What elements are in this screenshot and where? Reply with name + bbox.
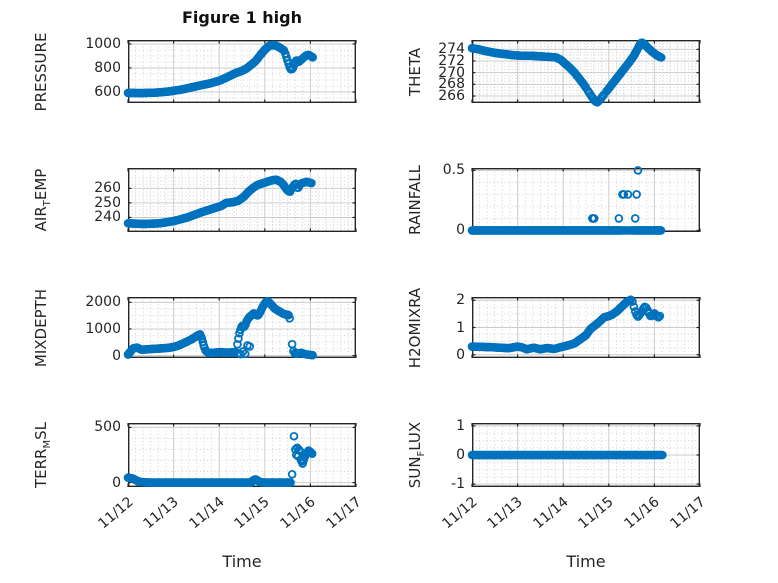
x-tick-label: 11/17	[323, 494, 365, 533]
y-tick-label: 272	[438, 53, 465, 69]
plot-area-theta	[467, 38, 701, 107]
figure-title: Figure 1 high	[182, 8, 302, 27]
y-tick-label: 268	[438, 76, 465, 93]
y-tick-label: 1	[456, 417, 465, 434]
y-tick-label: 274	[438, 41, 465, 58]
subplot-terr-msl: 0 500 TERRMSL 11/12 11/13 11/14 11/15 11/16 11/1…	[32, 419, 364, 571]
x-tick-label: 11/12	[439, 494, 481, 533]
y-tick-label: 2000	[85, 294, 121, 311]
x-axis-label: Time	[566, 552, 606, 571]
y-tick-label: 0	[456, 447, 465, 463]
plot-area-air_temp	[123, 167, 357, 232]
y-tick-label: 500	[94, 419, 121, 436]
subplot-h2omixra: 0 1 2 H2OMIXRA	[406, 287, 701, 368]
subplot-rainfall: 0 0.5 RAINFALL	[406, 162, 701, 238]
y-tick-label: 0.5	[442, 162, 465, 179]
x-tick-label: 11/14	[186, 494, 228, 533]
x-tick-label: 11/16	[277, 494, 319, 533]
minor-grid	[472, 168, 700, 232]
y-tick-label: 270	[438, 64, 465, 81]
data-series-mixdepth	[123, 296, 317, 360]
data-series-rainfall	[467, 166, 666, 235]
subplot-pressure: 600 800 1000 PRESSURE	[32, 32, 357, 111]
y-tick-label: 0	[456, 222, 465, 239]
y-tick-label: 800	[94, 59, 121, 76]
y-axis-label-sun_flux: SUNFLUX	[406, 421, 427, 489]
y-tick-label: 240	[94, 209, 121, 226]
axes-box	[127, 39, 357, 103]
plot-area-h2omixra	[467, 295, 701, 358]
axes-box	[471, 296, 701, 358]
plot-area-mixdepth	[123, 296, 357, 360]
minor-grid	[128, 423, 356, 487]
x-axis-label: Time	[222, 552, 262, 571]
data-series-h2omixra	[467, 295, 665, 354]
y-tick-label: 266	[438, 88, 465, 104]
x-tick-label: 11/16	[621, 494, 663, 533]
plot-area-pressure	[123, 39, 357, 103]
x-tick-label: 11/13	[140, 494, 182, 533]
subplot-air-temp: 240 250 260 AIRTEMP	[32, 167, 357, 232]
data-series-air_temp	[123, 175, 316, 229]
plot-area-rainfall	[467, 166, 701, 235]
y-tick-label: 0	[112, 347, 121, 364]
subplot-mixdepth: 0 1000 2000 MIXDEPTH	[32, 288, 357, 367]
y-tick-label: 0	[456, 346, 465, 363]
y-tick-label: -1	[451, 476, 465, 493]
y-tick-label: 1	[456, 319, 465, 336]
y-axis-label-terr_msl: TERRMSL	[32, 421, 53, 489]
subplot-sun-flux: -1 0 1 SUNFLUX 11/12 11/13 11/14 11/15 11/16 11/1…	[406, 418, 708, 571]
x-tick-label: 11/12	[95, 494, 137, 533]
subplot-theta: 266 268 270 272 274 THETA	[406, 38, 701, 107]
x-tick-label: 11/17	[667, 494, 709, 533]
y-tick-label: 600	[94, 83, 121, 100]
x-tick-label: 11/13	[484, 494, 526, 533]
x-tick-label: 11/15	[231, 494, 274, 533]
data-series-terr_msl	[123, 431, 317, 487]
y-tick-label: 2	[456, 292, 465, 309]
data-series-pressure	[123, 40, 317, 98]
y-tick-label: 1000	[85, 35, 121, 52]
y-tick-label: 1000	[85, 320, 121, 337]
x-tick-label: 11/15	[575, 494, 618, 533]
y-tick-label: 260	[94, 180, 121, 197]
axes-box	[127, 167, 357, 232]
x-tick-label: 11/14	[530, 494, 572, 533]
axes-box	[471, 39, 701, 103]
data-series-sun_flux	[467, 450, 667, 460]
y-tick-label: 250	[94, 194, 121, 211]
plot-area-terr_msl	[123, 422, 357, 487]
y-tick-label: 0	[112, 474, 121, 491]
data-series-theta	[467, 38, 666, 107]
plot-area-sun_flux	[467, 422, 701, 487]
